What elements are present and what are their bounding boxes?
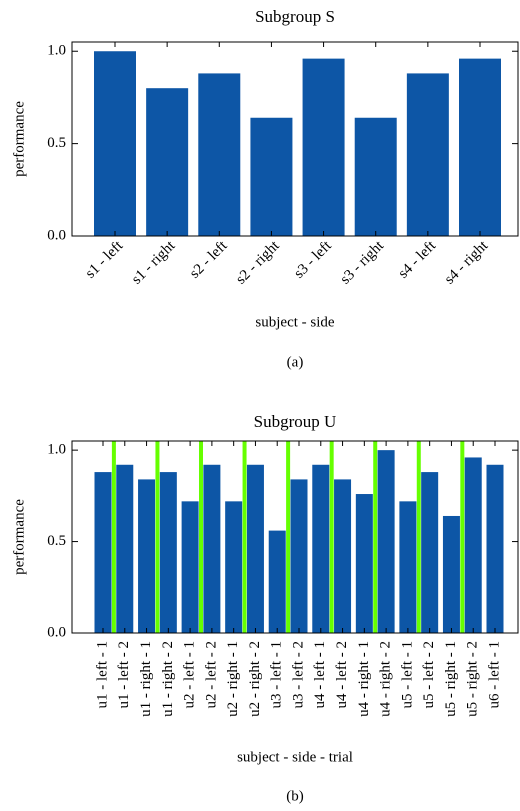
y-tick-label: 0.5 [47, 135, 66, 151]
x-axis-label: subject - side - trial [237, 749, 353, 765]
y-tick-label: 0.0 [47, 624, 66, 640]
bar [302, 58, 345, 236]
bar [246, 464, 264, 633]
chart-title: Subgroup S [255, 7, 335, 26]
x-tick-label: s3 - left [291, 237, 335, 281]
bar [459, 58, 501, 236]
bar [442, 515, 460, 633]
bar [198, 73, 241, 237]
bar [355, 494, 373, 633]
x-tick-label: s1 - right [129, 237, 179, 287]
x-tick-label: u4 - left - 2 [334, 641, 350, 708]
bar [334, 479, 352, 633]
bar [181, 501, 199, 633]
bar [290, 479, 308, 633]
bar [464, 457, 482, 633]
x-tick-label: s4 - left [395, 237, 439, 281]
x-tick-label: s1 - left [83, 237, 127, 281]
x-tick-label: u1 - right - 2 [160, 641, 176, 717]
bar [203, 464, 221, 633]
caption: (b) [286, 788, 304, 804]
x-tick-label: u2 - left - 2 [203, 641, 219, 708]
bar [116, 464, 134, 633]
bar [406, 73, 449, 237]
x-axis-label: subject - side [255, 314, 334, 330]
y-tick-label: 1.0 [47, 43, 66, 59]
x-tick-label: u4 - left - 1 [312, 641, 328, 708]
x-tick-label: u4 - right - 2 [378, 641, 394, 717]
y-tick-label: 0.5 [47, 533, 66, 549]
bar [377, 450, 395, 633]
y-axis-label: performance [11, 101, 27, 177]
x-tick-label: u5 - left - 1 [399, 641, 415, 708]
plot-frame [71, 440, 519, 634]
bar [225, 501, 243, 633]
x-tick-label: u5 - right - 1 [443, 641, 459, 717]
bar [159, 472, 177, 633]
y-axis-label: performance [11, 499, 27, 575]
bar [312, 464, 330, 633]
x-tick-label: u5 - right - 2 [465, 641, 481, 717]
x-tick-label: s3 - right [337, 237, 387, 287]
bar [399, 501, 417, 633]
x-tick-label: u1 - right - 1 [138, 641, 154, 717]
bar [486, 464, 504, 633]
bar [146, 88, 189, 236]
bar [354, 117, 397, 236]
bar [421, 472, 439, 633]
x-tick-label: u5 - left - 2 [421, 641, 437, 708]
y-tick-label: 0.0 [47, 227, 66, 243]
x-tick-label: u1 - left - 2 [116, 641, 132, 708]
x-tick-label: u1 - left - 1 [94, 641, 110, 708]
x-tick-label: u3 - left - 1 [269, 641, 285, 708]
y-tick-label: 1.0 [47, 442, 66, 458]
bar [94, 472, 112, 633]
plot-frame [71, 41, 519, 237]
x-tick-label: u3 - left - 2 [290, 641, 306, 708]
bar [138, 479, 156, 633]
bar [94, 51, 136, 236]
x-tick-label: s4 - right [442, 237, 492, 287]
caption: (a) [287, 354, 304, 370]
bar [250, 117, 293, 236]
x-tick-label: u6 - left - 1 [486, 641, 502, 708]
x-tick-label: u2 - left - 1 [182, 641, 198, 708]
x-tick-label: s2 - right [233, 237, 283, 287]
x-tick-label: u2 - right - 1 [225, 641, 241, 717]
bar [268, 530, 286, 633]
x-tick-label: s2 - left [187, 237, 231, 281]
chart-title: Subgroup U [254, 412, 337, 431]
x-tick-label: u2 - right - 2 [247, 641, 263, 717]
x-tick-label: u4 - right - 1 [356, 641, 372, 717]
